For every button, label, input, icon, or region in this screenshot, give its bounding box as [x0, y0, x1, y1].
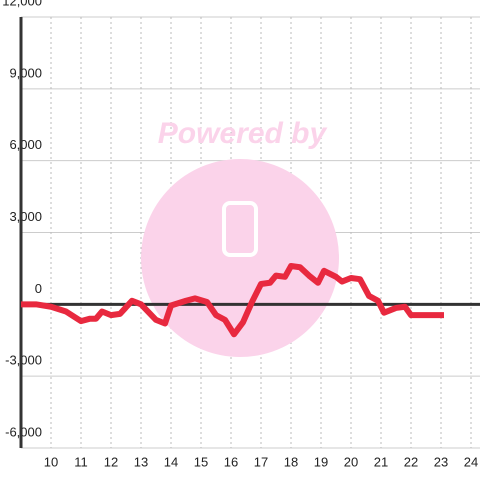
x-tick-label: 13 — [134, 454, 148, 469]
x-tick-label: 10 — [44, 454, 58, 469]
line — [21, 263, 444, 338]
x-tick-label: 12 — [104, 454, 118, 469]
y-tick-label: 6,000 — [9, 137, 42, 152]
x-tick-label: 18 — [284, 454, 298, 469]
watermark: Powered by — [141, 117, 339, 357]
watermark-circle — [141, 159, 339, 357]
x-tick-label: 16 — [224, 454, 238, 469]
watermark-text: Powered by — [158, 117, 328, 150]
x-tick-label: 19 — [314, 454, 328, 469]
y-tick-label: 12,000 — [2, 0, 42, 8]
x-tick-label: 23 — [434, 454, 448, 469]
x-tick-label: 20 — [344, 454, 358, 469]
x-tick-label: 22 — [404, 454, 418, 469]
x-tick-label: 24 — [464, 454, 478, 469]
y-tick-label: 3,000 — [9, 209, 42, 224]
x-tick-label: 17 — [254, 454, 268, 469]
watermark-icon — [222, 201, 258, 257]
x-tick-label: 21 — [374, 454, 388, 469]
y-tick-label: -6,000 — [5, 424, 42, 439]
x-tick-label: 14 — [164, 454, 178, 469]
x-tick-label: 11 — [74, 454, 88, 469]
y-tick-label: 0 — [35, 281, 42, 296]
x-tick-label: 15 — [194, 454, 208, 469]
y-tick-label: -3,000 — [5, 353, 42, 368]
y-tick-label: 9,000 — [9, 65, 42, 80]
